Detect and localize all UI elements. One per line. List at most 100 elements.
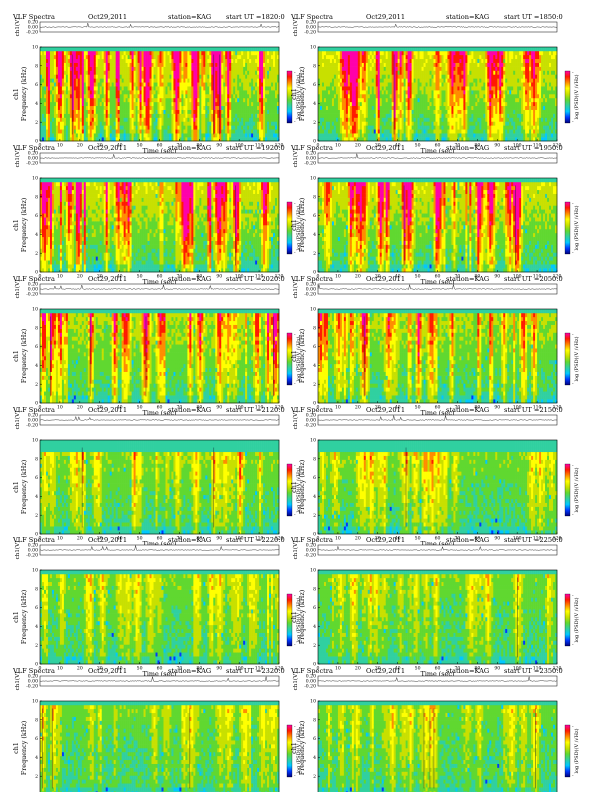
- spectrogram-cell: [110, 133, 112, 137]
- spectrogram-cell: [100, 133, 102, 137]
- spectrogram-cell: [78, 102, 80, 106]
- spectrogram-cell: [120, 98, 122, 102]
- spectrogram-cell: [56, 137, 58, 141]
- spectrogram-cell: [52, 63, 54, 67]
- spectrogram-cell: [80, 67, 82, 71]
- spectrogram-cell: [108, 118, 110, 122]
- spectrogram-cell: [66, 137, 68, 141]
- spectrogram-cell: [60, 71, 62, 75]
- spectrogram-cell: [68, 94, 70, 98]
- spectrogram-cell: [74, 133, 76, 137]
- spectrogram-cell: [58, 118, 60, 122]
- spectrogram-cell: [82, 118, 84, 122]
- spectrogram-cell: [84, 59, 86, 63]
- spectrogram-cell: [98, 106, 100, 110]
- spectrogram-cell: [46, 63, 48, 67]
- spectrogram-cell: [46, 125, 48, 129]
- spectrogram-cell: [98, 114, 100, 118]
- spectrogram-cell: [116, 71, 118, 75]
- spectrogram-cell: [110, 78, 112, 82]
- spectrogram-cell: [74, 118, 76, 122]
- spectrogram-cell: [120, 106, 122, 110]
- spectrogram-cell: [42, 110, 44, 114]
- spectrogram-cell: [46, 137, 48, 141]
- spectrogram-cell: [84, 118, 86, 122]
- spectrogram-cell: [94, 67, 96, 71]
- spectrogram-cell: [54, 110, 56, 114]
- spectrogram-cell: [104, 55, 106, 59]
- spectrogram-cell: [96, 55, 98, 59]
- spectrogram-cell: [68, 82, 70, 86]
- spectrogram-cell: [110, 90, 112, 94]
- spectrogram-cell: [42, 133, 44, 137]
- spectrogram-cell: [56, 118, 58, 122]
- spectrogram-cell: [62, 90, 64, 94]
- spectrogram-cell: [70, 51, 72, 55]
- spectrogram-cell: [82, 137, 84, 141]
- spectrogram-cell: [82, 102, 84, 106]
- spectrogram-cell: [104, 118, 106, 122]
- spectrogram-cell: [48, 94, 50, 98]
- spectrogram-cell: [46, 110, 48, 114]
- spectrogram-cell: [62, 129, 64, 133]
- spectrogram-cell: [82, 86, 84, 90]
- spectrogram-cell: [72, 137, 74, 141]
- spectrogram-cell: [86, 133, 88, 137]
- spectrogram-cell: [50, 63, 52, 67]
- spectrogram-cell: [118, 51, 120, 55]
- spectrogram-cell: [118, 125, 120, 129]
- spectrogram-cell: [88, 98, 90, 102]
- spectrogram-cell: [84, 55, 86, 59]
- waveform-tick-label: -0.20: [26, 30, 38, 36]
- spectrogram-cell: [58, 125, 60, 129]
- spectrogram-cell: [80, 78, 82, 82]
- spectrogram-cell: [100, 71, 102, 75]
- spectrogram-cell: [86, 121, 88, 125]
- spectrogram-cell: [54, 98, 56, 102]
- spectrogram-cell: [60, 90, 62, 94]
- spectrogram-cell: [64, 118, 66, 122]
- spectrogram-cell: [108, 125, 110, 129]
- spectrogram-cell: [120, 102, 122, 106]
- spectrogram-cell: [68, 106, 70, 110]
- spectrogram-cell: [92, 86, 94, 90]
- spectrogram-cell: [54, 82, 56, 86]
- spectrogram-cell: [88, 63, 90, 67]
- spectrogram-cell: [120, 90, 122, 94]
- spectrogram-cell: [66, 63, 68, 67]
- spectrogram-cell: [44, 78, 46, 82]
- spectrogram-cell: [100, 102, 102, 106]
- spectrogram-cell: [102, 82, 104, 86]
- spectrogram-cell: [82, 55, 84, 59]
- spectrogram-cell: [106, 137, 108, 141]
- spectrogram-cell: [74, 137, 76, 141]
- spectrogram-cell: [62, 102, 64, 106]
- spectrogram-cell: [98, 55, 100, 59]
- spectrogram-cell: [120, 114, 122, 118]
- spectrogram-cell: [106, 90, 108, 94]
- spectrogram-cell: [78, 67, 80, 71]
- spectrogram-cell: [52, 133, 54, 137]
- spectrogram-cell: [82, 51, 84, 55]
- spectrogram-cell: [90, 78, 92, 82]
- spectrogram-cell: [68, 63, 70, 67]
- spectrogram-cell: [78, 125, 80, 129]
- spectrogram-cell: [116, 114, 118, 118]
- spectrogram-cell: [96, 121, 98, 125]
- spectrogram-cell: [92, 94, 94, 98]
- spectrogram-cell: [108, 133, 110, 137]
- spectrogram-cell: [86, 110, 88, 114]
- spectrogram-cell: [42, 74, 44, 78]
- spectrogram-cell: [50, 67, 52, 71]
- spectrogram-cell: [68, 86, 70, 90]
- spectrogram-cell: [94, 78, 96, 82]
- spectrogram-cell: [42, 137, 44, 141]
- spectrogram-cell: [98, 129, 100, 133]
- spectrogram-cell: [74, 94, 76, 98]
- spectrogram-cell: [114, 133, 116, 137]
- spectrogram-cell: [94, 71, 96, 75]
- spectrogram-cell: [104, 102, 106, 106]
- spectrogram-cell: [90, 71, 92, 75]
- spectrogram-cell: [114, 121, 116, 125]
- spectrogram-cell: [62, 71, 64, 75]
